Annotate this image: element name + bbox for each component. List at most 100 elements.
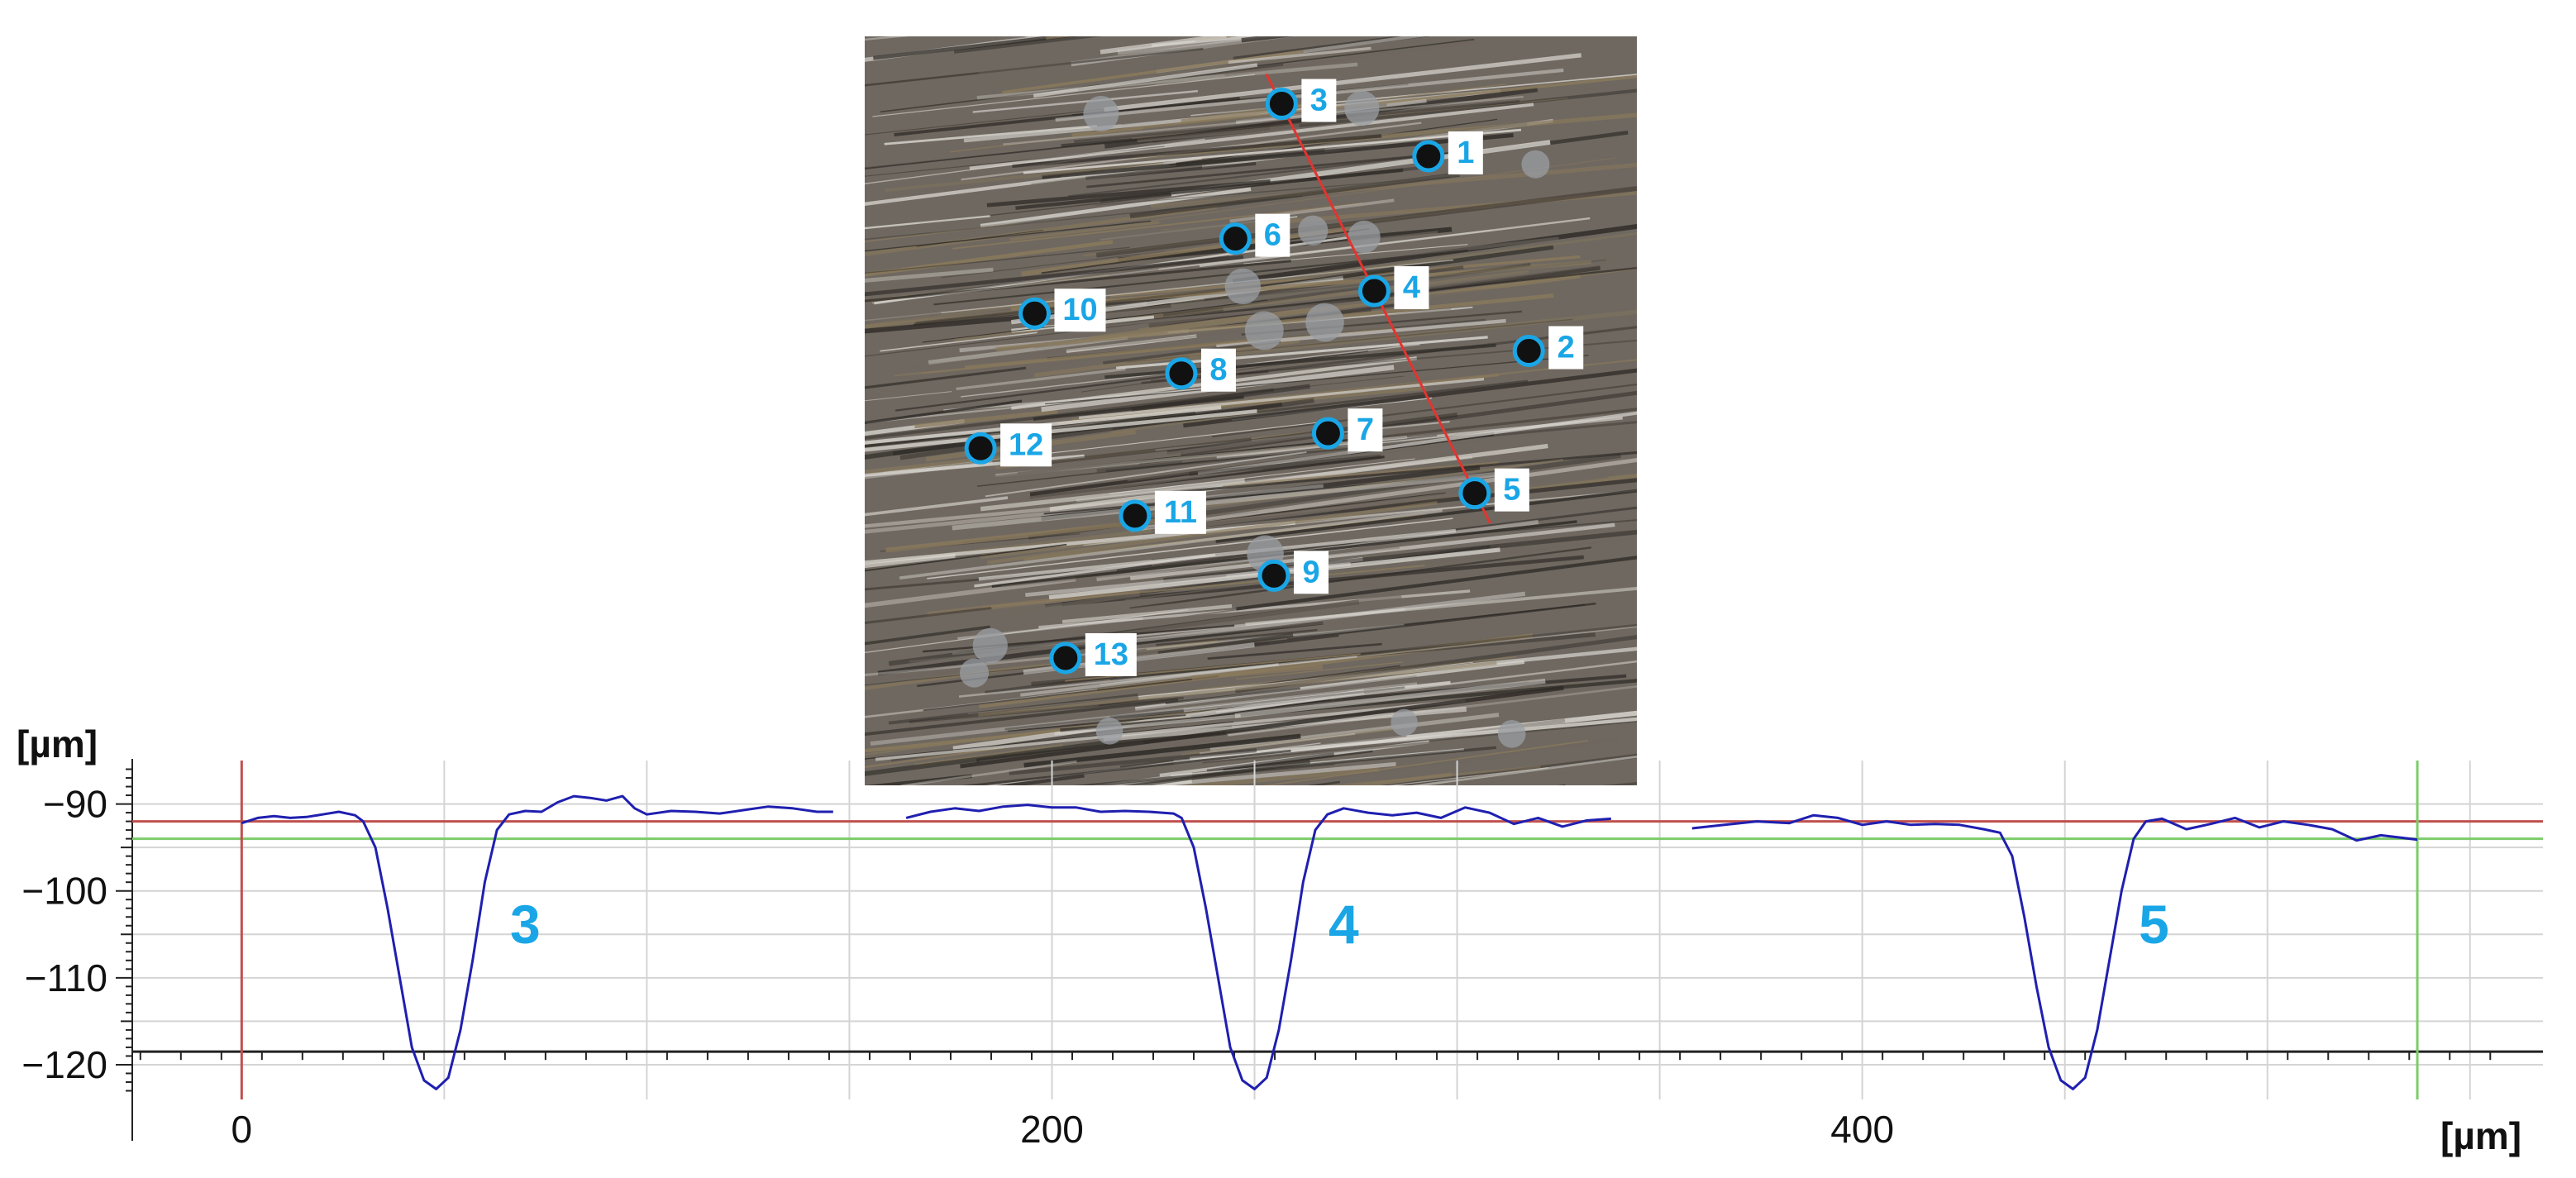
surface-streak [1112, 379, 1529, 431]
indent-shadow [1095, 718, 1123, 745]
x-tick-label: 400 [1830, 1108, 1894, 1151]
reference-lines [132, 761, 2543, 1099]
surface-streak [880, 192, 1017, 211]
surface-streak [952, 471, 1500, 531]
surface-streak [911, 308, 1452, 369]
surface-streak [1188, 454, 1381, 476]
indent-marker: 10 [1018, 289, 1106, 332]
surface-streak [978, 36, 1311, 74]
surface-streak [1109, 623, 1637, 681]
surface-streak [1181, 101, 1324, 125]
surface-streak [1151, 473, 1608, 533]
surface-streak [1095, 186, 1637, 258]
profile-series [241, 794, 2418, 1090]
surface-streak [1023, 513, 1427, 561]
surface-streak [865, 460, 993, 479]
marker-dot [1119, 499, 1152, 532]
marker-label-bg [1294, 551, 1329, 594]
indent-label: 5 [2139, 894, 2169, 955]
surface-streak [1068, 151, 1454, 198]
profile-line [241, 794, 833, 1090]
surface-streak [1028, 437, 1252, 467]
surface-streak [1410, 755, 1637, 785]
marker-label: 11 [1164, 495, 1197, 530]
indent-shadow [1391, 708, 1418, 737]
marker-label: 10 [1062, 293, 1097, 327]
surface-streak [987, 501, 1438, 565]
surface-streak [1257, 737, 1620, 785]
x-tick-label: 0 [231, 1108, 253, 1151]
surface-streak [871, 229, 1492, 304]
surface-streak [942, 250, 1166, 279]
surface-streak [1183, 368, 1637, 428]
surface-streak [1222, 461, 1500, 488]
surface-streak [1130, 458, 1637, 532]
surface-streak [914, 409, 1058, 429]
surface-streak [978, 661, 1497, 717]
surface-streak [1235, 635, 1637, 694]
surface-streak [1127, 451, 1348, 482]
indent-shadow [972, 627, 1008, 664]
surface-streak [1199, 732, 1356, 755]
surface-streak [865, 255, 1244, 297]
surface-streak [991, 520, 1577, 589]
surface-streak [865, 399, 1023, 425]
marker-dot [1412, 140, 1445, 173]
surface-streak [1100, 36, 1227, 55]
marker-label-bg [1000, 423, 1052, 467]
surface-streak [865, 259, 1454, 322]
surface-streak [1224, 40, 1477, 77]
surface-streak [1023, 733, 1301, 768]
indent-shadow [1344, 90, 1380, 126]
y-tick-label: −100 [21, 870, 107, 913]
surface-streak [1178, 766, 1380, 785]
surface-streak [1033, 63, 1258, 98]
surface-streak [1101, 256, 1615, 316]
surface-streak [1236, 556, 1637, 611]
surface-streak [980, 187, 1252, 228]
indent-marker: 2 [1512, 326, 1584, 370]
surface-streak [865, 138, 1205, 184]
surface-streak [1001, 546, 1400, 588]
surface-streak [909, 696, 1184, 723]
surface-streak [1009, 748, 1257, 775]
marker-label-bg [1348, 408, 1383, 452]
marker-dot [1512, 335, 1545, 368]
marker-label-bg [1301, 79, 1337, 122]
surface-streak [1195, 656, 1517, 691]
surface-streak [1348, 772, 1453, 785]
surface-streak [1121, 760, 1310, 785]
surface-streak [960, 685, 1564, 769]
surface-streak [933, 249, 1468, 306]
surface-streak [976, 62, 1358, 100]
surface-streak [1007, 714, 1186, 732]
surface-streak [1182, 439, 1427, 463]
surface-streak [865, 429, 1338, 498]
marker-label: 12 [1009, 427, 1043, 462]
x-tick-label: 200 [1020, 1108, 1084, 1151]
y-tick-label: −90 [43, 783, 107, 826]
surface-streak [865, 625, 990, 646]
surface-streak [865, 240, 1114, 277]
indent-marker: 1 [1412, 131, 1483, 174]
surface-streak [1134, 660, 1525, 711]
surface-streak [865, 246, 1130, 274]
surface-streak [1163, 529, 1637, 583]
surface-streak [900, 760, 1077, 785]
surface-streak [1199, 217, 1591, 268]
surface-streak [865, 576, 1076, 608]
surface-streak [1218, 231, 1637, 289]
surface-streak [930, 165, 1530, 235]
indent-shadow [1348, 220, 1381, 254]
surface-streak [1056, 284, 1383, 326]
indent-marker: 7 [1311, 408, 1383, 452]
surface-streak [865, 311, 942, 324]
surface-streak [1431, 760, 1637, 785]
surface-streak [865, 148, 1154, 190]
marker-label-bg [1085, 632, 1137, 676]
surface-streak [1183, 680, 1451, 713]
marker-dot [1018, 297, 1051, 330]
surface-streak [865, 752, 1086, 781]
y-axis-label: [µm] [17, 723, 98, 765]
